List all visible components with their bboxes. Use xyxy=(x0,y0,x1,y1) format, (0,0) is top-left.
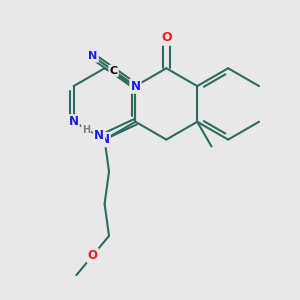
Text: O: O xyxy=(161,32,172,44)
Text: C: C xyxy=(110,66,118,76)
Text: H: H xyxy=(82,125,90,135)
Text: O: O xyxy=(88,249,98,262)
Text: N: N xyxy=(94,129,104,142)
Text: N: N xyxy=(69,115,79,128)
Text: N: N xyxy=(88,51,98,62)
Text: N: N xyxy=(130,80,140,93)
Text: N: N xyxy=(100,133,110,146)
